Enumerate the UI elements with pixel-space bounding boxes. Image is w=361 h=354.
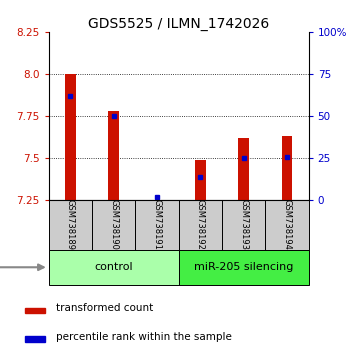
Title: GDS5525 / ILMN_1742026: GDS5525 / ILMN_1742026 [88,17,269,31]
Bar [179,250,309,285]
Text: GSM738189: GSM738189 [66,199,75,250]
Text: GSM738191: GSM738191 [153,199,161,250]
Bar [49,200,92,250]
Bar [49,250,179,285]
Bar [108,111,119,200]
Text: GSM738194: GSM738194 [283,199,291,250]
Text: percentile rank within the sample: percentile rank within the sample [56,332,232,342]
Text: protocol: protocol [0,262,44,272]
Text: GSM738190: GSM738190 [109,199,118,250]
Bar [195,160,206,200]
Bar [265,200,309,250]
Bar [92,200,135,250]
Bar [238,138,249,200]
Bar [282,136,292,200]
Bar [25,308,45,313]
Text: miR-205 silencing: miR-205 silencing [194,262,293,272]
Text: transformed count: transformed count [56,303,153,313]
Text: control: control [95,262,133,272]
Bar [135,200,179,250]
Bar [65,74,76,200]
Bar [222,200,265,250]
Text: GSM738193: GSM738193 [239,199,248,250]
Bar [179,200,222,250]
Bar [25,336,45,342]
Text: GSM738192: GSM738192 [196,199,205,250]
